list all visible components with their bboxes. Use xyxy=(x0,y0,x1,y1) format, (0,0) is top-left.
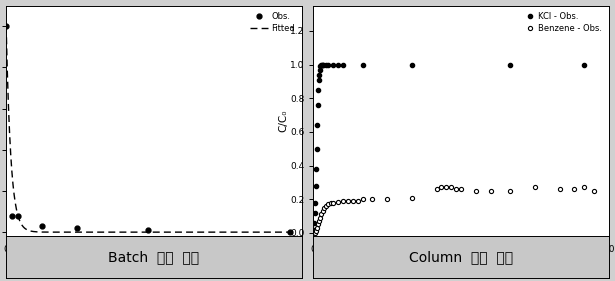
Benzene - Obs. xyxy=(443,186,450,189)
KCl - Obs. xyxy=(314,123,321,127)
Fitted xyxy=(286,230,293,234)
Benzene - Obs. xyxy=(384,198,391,201)
Benzene - Obs. xyxy=(556,187,563,191)
Benzene - Obs. xyxy=(438,186,445,189)
Legend: Obs., Fitted: Obs., Fitted xyxy=(247,10,298,35)
KCl - Obs. xyxy=(315,88,322,92)
KCl - Obs. xyxy=(335,63,342,66)
KCl - Obs. xyxy=(314,103,322,106)
Fitted xyxy=(279,230,287,234)
KCl - Obs. xyxy=(312,201,319,204)
KCl - Obs. xyxy=(319,63,327,66)
Fitted xyxy=(2,24,10,28)
Obs. xyxy=(73,226,81,230)
KCl - Obs. xyxy=(408,63,416,66)
KCl - Obs. xyxy=(322,63,330,66)
KCl - Obs. xyxy=(313,147,320,150)
Benzene - Obs. xyxy=(369,198,376,201)
Fitted xyxy=(171,230,178,234)
Obs. xyxy=(14,214,22,217)
Benzene - Obs. xyxy=(319,209,327,213)
KCl - Obs. xyxy=(311,221,318,225)
Fitted xyxy=(137,230,145,234)
Obs. xyxy=(145,228,152,232)
KCl - Obs. xyxy=(316,68,323,71)
Benzene - Obs. xyxy=(354,199,362,203)
Obs. xyxy=(9,214,16,217)
KCl - Obs. xyxy=(315,78,322,81)
Benzene - Obs. xyxy=(315,223,322,226)
Benzene - Obs. xyxy=(531,186,539,189)
Obs. xyxy=(286,230,293,234)
Benzene - Obs. xyxy=(335,200,342,203)
KCl - Obs. xyxy=(320,63,327,66)
Benzene - Obs. xyxy=(317,216,324,219)
Legend: KCl - Obs., Benzene - Obs.: KCl - Obs., Benzene - Obs. xyxy=(522,10,605,35)
X-axis label: Time (hr): Time (hr) xyxy=(130,260,178,270)
KCl - Obs. xyxy=(581,63,588,66)
KCl - Obs. xyxy=(312,184,320,187)
Fitted xyxy=(156,230,164,234)
Obs. xyxy=(38,224,46,228)
Benzene - Obs. xyxy=(315,219,323,223)
Benzene - Obs. xyxy=(408,196,416,199)
Fitted xyxy=(235,230,242,234)
Benzene - Obs. xyxy=(325,203,332,206)
Benzene - Obs. xyxy=(327,202,335,205)
Y-axis label: C/C₀: C/C₀ xyxy=(279,110,288,132)
KCl - Obs. xyxy=(310,228,317,231)
X-axis label: Time(hr): Time(hr) xyxy=(439,260,483,270)
KCl - Obs. xyxy=(359,63,367,66)
Benzene - Obs. xyxy=(458,187,465,191)
Benzene - Obs. xyxy=(314,226,321,230)
Benzene - Obs. xyxy=(571,187,578,191)
KCl - Obs. xyxy=(317,65,324,68)
Line: KCl - Obs.: KCl - Obs. xyxy=(312,62,586,232)
Text: Column  실험  결과: Column 실험 결과 xyxy=(409,250,513,264)
Benzene - Obs. xyxy=(507,189,514,192)
KCl - Obs. xyxy=(507,63,514,66)
Benzene - Obs. xyxy=(448,186,455,189)
Text: Batch  실험  결과: Batch 실험 결과 xyxy=(108,250,199,264)
Benzene - Obs. xyxy=(330,201,337,204)
Line: Benzene - Obs.: Benzene - Obs. xyxy=(313,185,596,235)
KCl - Obs. xyxy=(311,211,319,214)
KCl - Obs. xyxy=(318,63,325,66)
Line: Fitted: Fitted xyxy=(6,26,290,232)
Benzene - Obs. xyxy=(433,187,440,191)
Obs. xyxy=(2,24,10,28)
Fitted xyxy=(139,230,146,234)
KCl - Obs. xyxy=(315,73,323,76)
KCl - Obs. xyxy=(312,167,320,171)
Benzene - Obs. xyxy=(339,199,347,203)
Benzene - Obs. xyxy=(322,204,330,208)
Benzene - Obs. xyxy=(312,231,319,235)
Benzene - Obs. xyxy=(472,189,480,192)
Benzene - Obs. xyxy=(359,198,367,201)
Benzene - Obs. xyxy=(317,213,325,216)
Benzene - Obs. xyxy=(320,206,328,209)
Benzene - Obs. xyxy=(487,189,494,192)
Benzene - Obs. xyxy=(349,199,357,203)
Benzene - Obs. xyxy=(312,230,320,233)
Benzene - Obs. xyxy=(453,187,460,191)
KCl - Obs. xyxy=(330,63,337,66)
KCl - Obs. xyxy=(339,63,347,66)
KCl - Obs. xyxy=(325,63,332,66)
Benzene - Obs. xyxy=(581,186,588,189)
Line: Obs.: Obs. xyxy=(4,24,292,235)
Benzene - Obs. xyxy=(590,189,598,192)
Benzene - Obs. xyxy=(344,199,352,203)
KCl - Obs. xyxy=(317,63,325,66)
